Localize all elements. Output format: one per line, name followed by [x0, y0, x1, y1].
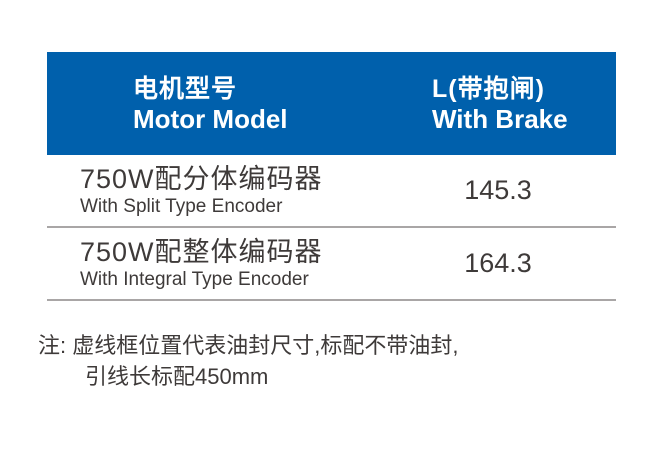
motor-spec-table: 电机型号 Motor Model L(带抱闸) With Brake 750W配… — [47, 52, 616, 301]
model-name-zh: 750W配分体编码器 — [80, 163, 323, 194]
header-motor-model-zh: 电机型号 — [133, 74, 238, 103]
header-with-brake-en: With Brake — [432, 103, 568, 134]
model-name-en: With Integral Type Encoder — [80, 268, 309, 290]
header-with-brake-zh: L(带抱闸) — [432, 74, 545, 103]
header-cell-with-brake: L(带抱闸) With Brake — [380, 52, 616, 155]
length-value: 145.3 — [464, 175, 532, 205]
table-row-integral-encoder: 750W配整体编码器 With Integral Type Encoder 16… — [47, 228, 616, 301]
model-cell: 750W配分体编码器 With Split Type Encoder — [47, 164, 380, 218]
footnote: 注: 虚线框位置代表油封尺寸,标配不带油封, 引线长标配450mm — [38, 330, 458, 392]
model-cell: 750W配整体编码器 With Integral Type Encoder — [47, 237, 380, 291]
table-row-split-encoder: 750W配分体编码器 With Split Type Encoder 145.3 — [47, 155, 616, 228]
length-value: 164.3 — [464, 248, 532, 278]
table-body: 750W配分体编码器 With Split Type Encoder 145.3… — [47, 155, 616, 301]
model-name-en: With Split Type Encoder — [80, 195, 283, 217]
table-header: 电机型号 Motor Model L(带抱闸) With Brake — [47, 52, 616, 155]
footnote-line-2: 引线长标配450mm — [85, 364, 269, 389]
model-name-zh: 750W配整体编码器 — [80, 236, 323, 267]
header-cell-motor-model: 电机型号 Motor Model — [47, 52, 380, 155]
footnote-line-1: 注: 虚线框位置代表油封尺寸,标配不带油封, — [38, 333, 459, 358]
header-motor-model-en: Motor Model — [133, 103, 288, 134]
